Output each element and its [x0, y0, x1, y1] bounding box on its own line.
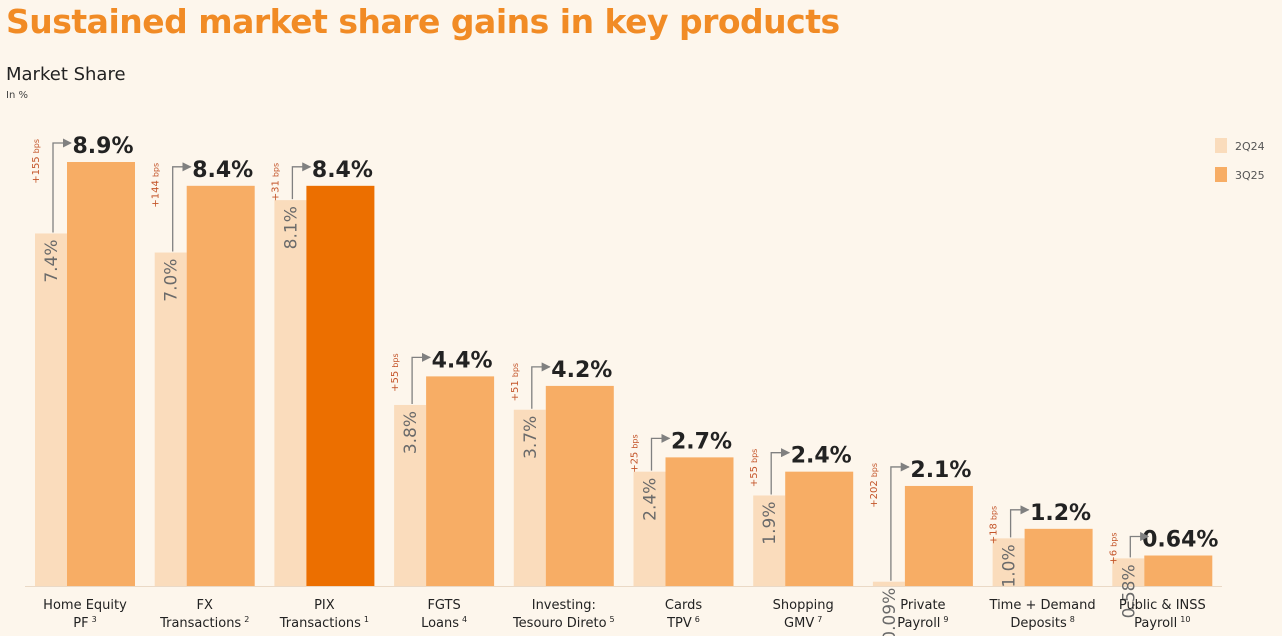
value-label-2q24: 3.7%	[521, 416, 541, 459]
category-label: Tesouro Direto 5	[512, 615, 615, 631]
value-label-2q24: 2.4%	[641, 478, 661, 521]
bar-3q25	[904, 485, 973, 586]
bar-2q24	[394, 404, 427, 586]
change-arrow	[770, 448, 791, 495]
legend-label-2q24: 2Q24	[1235, 140, 1265, 153]
change-arrow	[1009, 505, 1030, 538]
value-label-2q24: 1.0%	[1000, 544, 1020, 587]
value-label-2q24: 7.0%	[162, 259, 182, 302]
value-label-3q25: 8.4%	[312, 158, 373, 183]
value-label-2q24: 0.58%	[1119, 564, 1139, 618]
category-label: GMV 7	[784, 615, 822, 631]
category-label: Public & INSS	[1119, 598, 1206, 613]
bar-3q25	[665, 457, 734, 586]
bar-2q24	[35, 233, 67, 586]
value-label-3q25: 2.1%	[910, 458, 971, 483]
bar-3q25	[545, 385, 614, 586]
bar-3q25	[67, 162, 135, 586]
category-label: Payroll 9	[897, 615, 948, 631]
change-label: +51bps	[510, 363, 521, 401]
category-label: Private	[900, 598, 945, 613]
change-label: +31bps	[270, 163, 281, 201]
change-arrow	[531, 362, 551, 409]
change-label: +18bps	[989, 506, 1000, 544]
change-label: +144bps	[151, 163, 162, 208]
value-label-3q25: 1.2%	[1030, 501, 1091, 526]
category-label: Home Equity	[43, 598, 127, 613]
change-label: +6bps	[1108, 533, 1119, 565]
bar-3q25	[306, 185, 375, 586]
value-label-3q25: 2.4%	[791, 444, 852, 469]
value-label-2q24: 3.8%	[401, 411, 421, 454]
value-label-3q25: 4.4%	[432, 348, 493, 373]
category-label: FGTS	[427, 598, 460, 613]
category-label: Transactions 1	[279, 615, 369, 631]
bar-2q24	[633, 471, 666, 586]
change-arrow	[291, 162, 312, 200]
value-label-2q24: 8.1%	[281, 206, 301, 249]
value-label-2q24: 0.09%	[880, 588, 900, 636]
category-label: Cards	[665, 598, 702, 613]
change-arrow	[172, 162, 192, 252]
value-label-3q25: 4.2%	[551, 358, 612, 383]
category-label: PIX	[314, 598, 335, 613]
value-label-2q24: 1.9%	[760, 501, 780, 544]
value-label-3q25: 8.9%	[72, 134, 133, 159]
unit-label: In %	[6, 90, 28, 101]
change-label: +155bps	[31, 139, 42, 184]
chart-subtitle: Market Share	[6, 64, 126, 85]
legend-swatch-3q25	[1215, 167, 1227, 182]
change-label: +202bps	[869, 463, 880, 508]
value-label-2q24: 7.4%	[42, 239, 62, 282]
change-label: +55bps	[749, 449, 760, 487]
value-label-3q25: 2.7%	[671, 429, 732, 454]
category-label: Payroll 10	[1134, 615, 1190, 631]
category-label: Time + Demand	[989, 598, 1096, 613]
value-label-3q25: 8.4%	[192, 158, 253, 183]
bar-3q25	[426, 376, 495, 586]
bar-3q25	[1024, 528, 1093, 586]
bar-2q24	[872, 581, 905, 586]
category-label: Loans 4	[421, 615, 467, 631]
legend-label-3q25: 3Q25	[1235, 169, 1265, 182]
change-arrow	[411, 352, 432, 404]
bar-3q25	[1144, 555, 1213, 586]
category-label: Deposits 8	[1010, 615, 1075, 631]
category-label: Shopping	[773, 598, 834, 613]
category-label: PF 3	[73, 615, 96, 631]
bar-2q24	[753, 495, 786, 586]
change-arrow	[650, 433, 671, 471]
page-title: Sustained market share gains in key prod…	[6, 2, 840, 41]
change-arrow	[890, 462, 910, 581]
bar-2q24	[154, 252, 187, 587]
bar-3q25	[785, 471, 854, 586]
category-label: TPV 6	[666, 615, 700, 631]
category-label: Investing:	[532, 598, 596, 613]
change-arrow	[1129, 531, 1150, 558]
legend-swatch-2q24	[1215, 138, 1227, 153]
category-label: FX	[197, 598, 213, 613]
bar-2q24	[992, 538, 1025, 586]
bar-3q25	[186, 185, 255, 586]
change-arrow	[52, 138, 72, 233]
category-label: Transactions 2	[159, 615, 249, 631]
bar-2q24	[513, 409, 546, 586]
bar-2q24	[1112, 558, 1145, 586]
bar-2q24	[274, 200, 307, 586]
change-label: +25bps	[630, 434, 641, 472]
change-label: +55bps	[390, 353, 401, 391]
value-label-3q25: 0.64%	[1142, 528, 1218, 553]
